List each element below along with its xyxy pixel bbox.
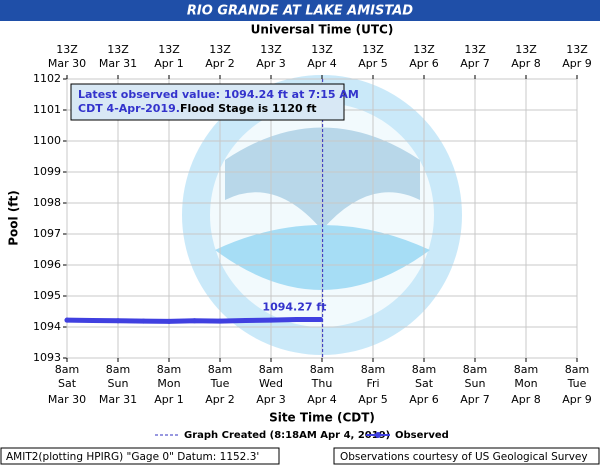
grid [63,75,578,362]
x-tick-day: Sun [108,377,129,390]
x-tick-day: Wed [259,377,283,390]
top-axis-label: Universal Time (UTC) [251,23,394,37]
info-flood: Flood Stage is 1120 ft [180,102,317,115]
y-tick-label: 1100 [33,134,61,147]
x-tick-date: Mar 31 [99,393,137,406]
top-tick-utc: 13Z [413,43,435,56]
observed-point [217,318,223,324]
x-tick-day: Thu [311,377,333,390]
chart-title: RIO GRANDE AT LAKE AMISTAD [187,4,413,19]
x-tick-label: 8am [412,363,436,376]
marks: 1094.27 ft [64,79,326,358]
y-axis-label: Pool (ft) [7,190,21,246]
y-tick-label: 1094 [33,320,61,333]
observed-point [294,317,299,323]
title-bar [0,0,600,21]
observed-point [192,318,197,324]
y-tick-label: 1097 [33,227,61,240]
x-tick-day: Sat [415,377,434,390]
x-tick-date: Apr 1 [154,393,184,406]
top-tick-date: Mar 31 [99,57,137,70]
x-tick-date: Apr 6 [409,393,439,406]
top-tick-date: Apr 5 [358,57,388,70]
x-tick-label: 8am [310,363,334,376]
footer-left: AMIT2(plotting HPIRG) "Gage 0" Datum: 11… [6,451,259,463]
observed-point [141,318,146,324]
observed-point [268,317,274,323]
observed-point [166,318,172,324]
top-tick-utc: 13Z [464,43,486,56]
top-tick-date: Apr 1 [154,57,184,70]
x-tick-label: 8am [106,363,130,376]
x-tick-day: Sun [465,377,486,390]
top-tick-utc: 13Z [56,43,78,56]
x-tick-label: 8am [514,363,538,376]
x-tick-day: Tue [567,377,587,390]
top-tick-date: Apr 2 [205,57,235,70]
y-tick-label: 1101 [33,103,61,116]
observed-point [90,317,95,323]
top-tick-utc: 13Z [515,43,537,56]
observed-point [64,317,70,323]
top-tick-date: Apr 7 [460,57,490,70]
top-tick-utc: 13Z [566,43,588,56]
y-tick-label: 1095 [33,289,61,302]
x-tick-date: Apr 5 [358,393,388,406]
end-annotation: 1094.27 ft [262,301,326,314]
legend-created: Graph Created (8:18AM Apr 4, 2019) [184,430,390,441]
observed-point [243,317,248,323]
top-tick-utc: 13Z [209,43,231,56]
top-tick-utc: 13Z [260,43,282,56]
legend-observed: Observed [395,430,449,441]
top-tick-date: Apr 8 [511,57,541,70]
footer-right-box [333,447,600,465]
x-tick-date: Apr 9 [562,393,592,406]
top-tick-utc: 13Z [158,43,180,56]
x-tick-day: Mon [157,377,180,390]
top-tick-date: Apr 4 [307,57,337,70]
x-tick-label: 8am [565,363,589,376]
x-tick-label: 8am [463,363,487,376]
info-observed-cont: CDT 4-Apr-2019. [78,102,180,115]
legend-observed-dot [375,432,381,438]
x-tick-label: 8am [208,363,232,376]
x-tick-label: 8am [55,363,79,376]
x-tick-day: Tue [210,377,230,390]
top-tick-utc: 13Z [107,43,129,56]
x-axis-label: Site Time (CDT) [269,411,375,425]
x-tick-date: Apr 7 [460,393,490,406]
top-tick-utc: 13Z [362,43,384,56]
x-tick-date: Apr 8 [511,393,541,406]
info-box [70,83,345,121]
y-tick-label: 1099 [33,165,61,178]
x-tick-label: 8am [259,363,283,376]
x-tick-date: Apr 2 [205,393,235,406]
footer-right: Observations courtesy of US Geological S… [340,451,588,463]
y-tick-label: 1098 [33,196,61,209]
x-tick-date: Apr 3 [256,393,286,406]
observed-point [317,317,323,323]
x-tick-day: Fri [366,377,379,390]
x-tick-date: Apr 4 [307,393,337,406]
top-tick-date: Mar 30 [48,57,86,70]
observed-point [115,318,121,324]
x-tick-label: 8am [157,363,181,376]
info-observed: Latest observed value: 1094.24 ft at 7:1… [78,88,359,101]
top-tick-date: Apr 3 [256,57,286,70]
y-tick-label: 1102 [33,72,61,85]
x-tick-day: Sat [58,377,77,390]
y-tick-label: 1093 [33,351,61,364]
top-tick-date: Apr 9 [562,57,592,70]
x-tick-date: Mar 30 [48,393,86,406]
x-tick-label: 8am [361,363,385,376]
top-tick-date: Apr 6 [409,57,439,70]
top-tick-utc: 13Z [311,43,333,56]
y-tick-label: 1096 [33,258,61,271]
x-tick-day: Mon [514,377,537,390]
footer-left-box [0,447,280,465]
